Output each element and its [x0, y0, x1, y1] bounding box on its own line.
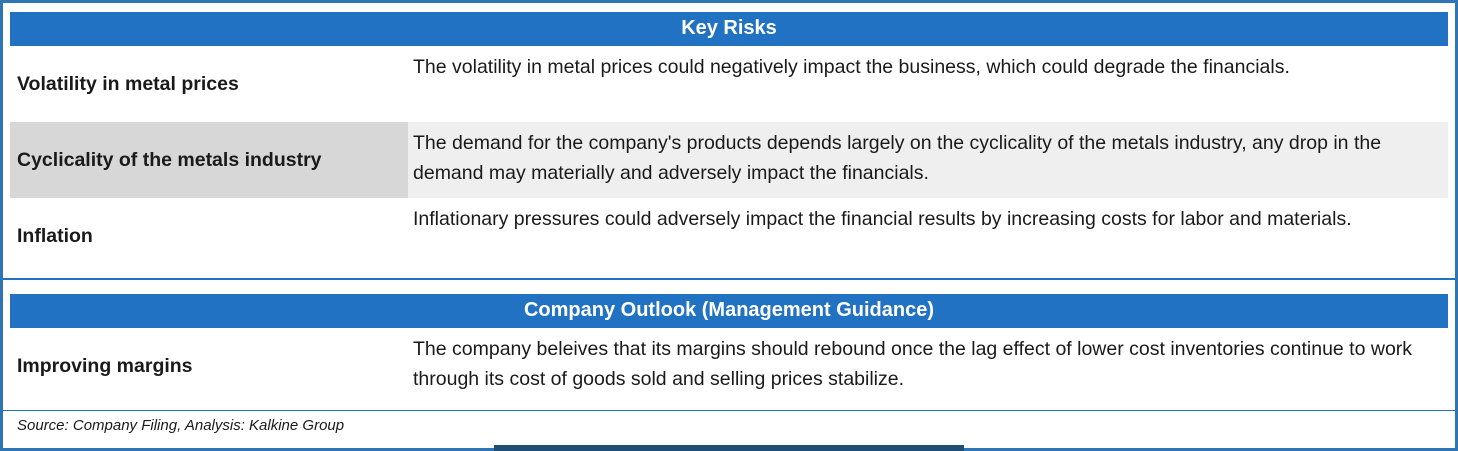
outlook-description: The company beleives that its margins sh… — [413, 338, 1413, 391]
table-row: Inflation Inflationary pressures could a… — [10, 198, 1448, 274]
source-note: Source: Company Filing, Analysis: Kalkin… — [17, 417, 345, 434]
section-gap — [10, 280, 1448, 294]
table-row: Cyclicality of the metals industry The d… — [10, 122, 1448, 198]
bottom-accent-bar — [494, 445, 964, 451]
table-row: Volatility in metal prices The volatilit… — [10, 46, 1448, 122]
risk-label: Inflation — [17, 224, 93, 247]
table-row: Improving margins The company beleives t… — [10, 328, 1448, 404]
risk-description: The demand for the company's products de… — [408, 122, 1448, 198]
section-divider — [3, 278, 1455, 280]
key-risks-section: Key Risks Volatility in metal prices The… — [10, 12, 1448, 274]
risk-label: Volatility in metal prices — [17, 72, 239, 95]
risk-label: Cyclicality of the metals industry — [10, 122, 408, 198]
company-outlook-section: Company Outlook (Management Guidance) Im… — [10, 294, 1448, 404]
footer-rule — [3, 410, 1455, 411]
risk-description: Inflationary pressures could adversely i… — [413, 208, 1352, 230]
company-outlook-header: Company Outlook (Management Guidance) — [10, 294, 1448, 328]
outlook-label: Improving margins — [17, 354, 193, 377]
key-risks-header: Key Risks — [10, 12, 1448, 46]
risk-description: The volatility in metal prices could neg… — [413, 56, 1290, 78]
